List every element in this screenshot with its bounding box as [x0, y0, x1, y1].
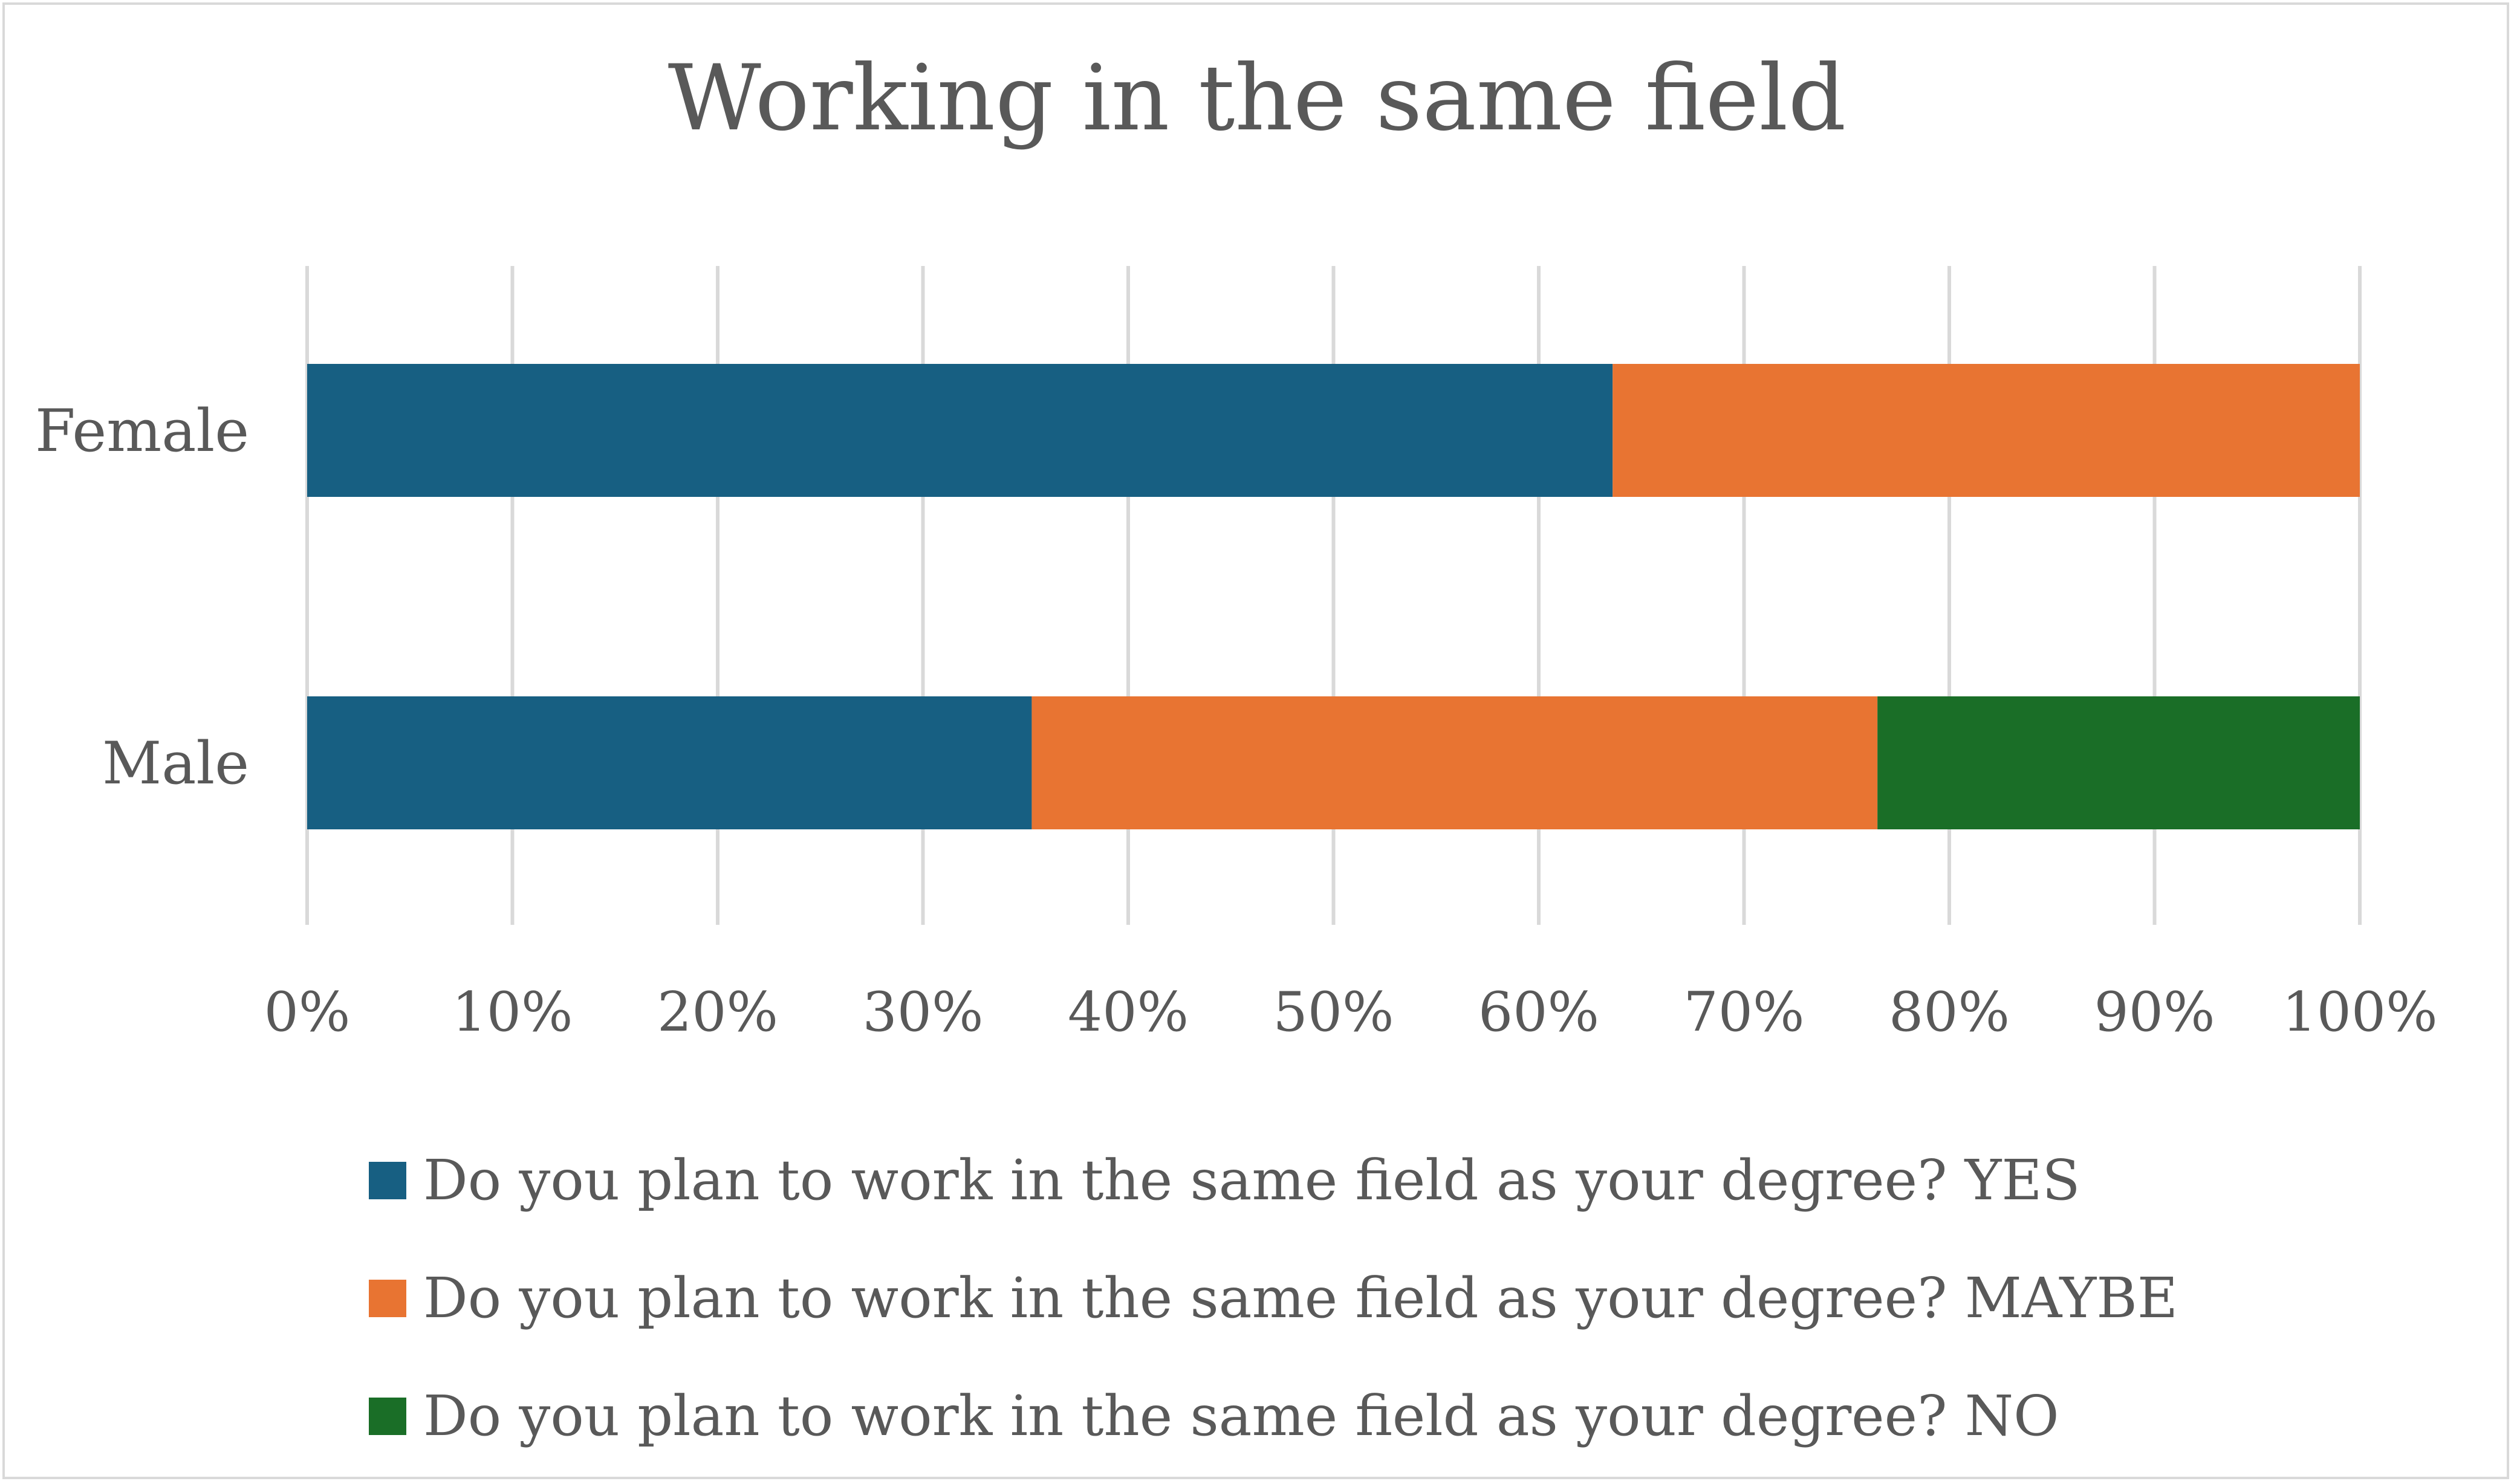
x-tick-label: 100% [2282, 980, 2437, 1044]
x-tick-label: 30% [862, 980, 983, 1044]
bars [307, 364, 2360, 829]
legend-swatch [369, 1397, 406, 1435]
bar-segment-male-0 [307, 696, 1032, 829]
bar-segment-female-0 [307, 364, 1613, 497]
category-label: Male [102, 730, 249, 797]
x-tick-label: 90% [2094, 980, 2215, 1044]
chart-title: Working in the same field [667, 46, 1847, 151]
legend-swatch [369, 1279, 406, 1317]
bar-segment-male-1 [1031, 696, 1878, 829]
category-label: Female [35, 397, 249, 465]
category-labels: Female Male [35, 397, 249, 797]
x-tick-label: 40% [1068, 980, 1189, 1044]
x-tick-label: 60% [1478, 980, 1599, 1044]
bar-segment-male-2 [1877, 696, 2360, 829]
legend-item: Do you plan to work in the same field as… [369, 1121, 2178, 1239]
x-tick-label: 0% [264, 980, 351, 1044]
x-tick-label: 80% [1889, 980, 2010, 1044]
legend-swatch [369, 1161, 406, 1199]
x-tick-label: 50% [1273, 980, 1394, 1044]
bar-segment-female-1 [1613, 364, 2360, 497]
legend-label: Do you plan to work in the same field as… [423, 1266, 2178, 1330]
legend-item: Do you plan to work in the same field as… [369, 1357, 2178, 1475]
x-tick-labels: 0% 10% 20% 30% 40% 50% 60% 70% 80% 90% 100% [264, 980, 2438, 1044]
legend-label: Do you plan to work in the same field as… [423, 1148, 2080, 1213]
x-tick-label: 70% [1683, 980, 1804, 1044]
x-tick-label: 20% [657, 980, 778, 1044]
legend-item: Do you plan to work in the same field as… [369, 1239, 2178, 1357]
legend-label: Do you plan to work in the same field as… [423, 1384, 2059, 1448]
x-tick-label: 10% [452, 980, 573, 1044]
legend: Do you plan to work in the same field as… [369, 1121, 2178, 1475]
